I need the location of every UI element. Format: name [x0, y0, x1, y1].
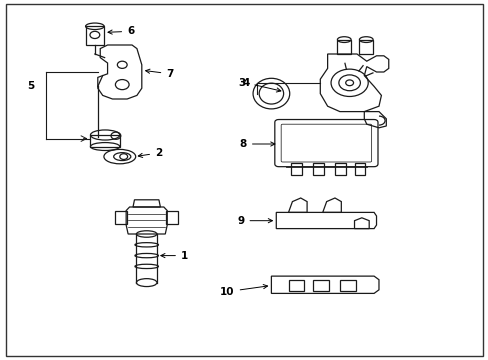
- Bar: [337, 40, 350, 54]
- Bar: [312, 163, 323, 175]
- Text: 1: 1: [161, 251, 188, 261]
- Bar: [85, 26, 104, 45]
- Text: 4: 4: [242, 78, 280, 92]
- Bar: [90, 135, 120, 147]
- Text: 6: 6: [108, 26, 134, 36]
- Text: 9: 9: [237, 216, 272, 226]
- Text: 2: 2: [138, 148, 162, 158]
- Bar: [334, 163, 345, 175]
- Text: 5: 5: [27, 81, 34, 91]
- Text: 8: 8: [239, 139, 274, 149]
- Bar: [354, 163, 365, 175]
- Bar: [166, 211, 178, 224]
- Bar: [288, 280, 304, 291]
- Text: 7: 7: [145, 69, 173, 79]
- Text: 10: 10: [220, 284, 267, 297]
- Bar: [312, 280, 328, 291]
- Bar: [290, 163, 301, 175]
- Text: 3: 3: [238, 78, 245, 88]
- Bar: [115, 211, 127, 224]
- Bar: [339, 280, 355, 291]
- Bar: [359, 40, 372, 54]
